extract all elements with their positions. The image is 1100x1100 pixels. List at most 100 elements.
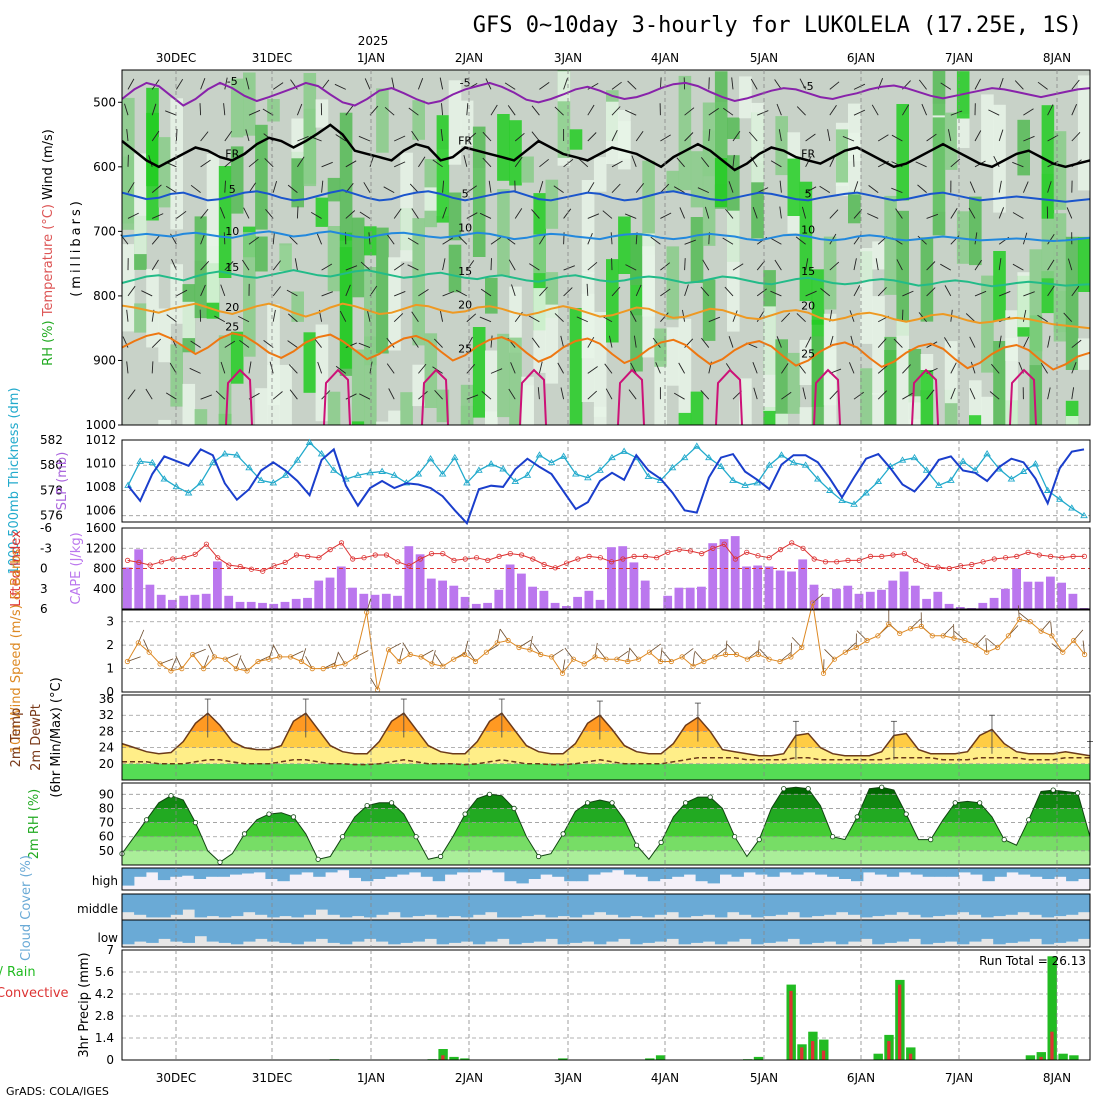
rh-cell (642, 160, 655, 255)
wind-barb (756, 288, 768, 297)
contour-hot (323, 368, 351, 426)
wind-barb (891, 187, 903, 194)
wind-barb (248, 182, 257, 193)
wind-barb (1012, 161, 1024, 168)
li-marker (518, 552, 525, 558)
cloud-bar (811, 920, 825, 943)
rh-cell (993, 341, 1006, 425)
wind-barb (294, 258, 298, 271)
thickness-marker (136, 457, 144, 464)
contour-label: 20 (225, 301, 239, 314)
contour-label: 5 (805, 187, 812, 200)
wind-barb (805, 290, 817, 297)
cape-bar (618, 546, 628, 609)
cloud-bar (908, 920, 921, 939)
cape-bar (910, 585, 920, 609)
cape-bar (1012, 568, 1021, 609)
wind-barb (432, 366, 443, 374)
rh-cell (727, 210, 740, 332)
li-marker (226, 562, 232, 568)
thickness-marker (1043, 486, 1052, 493)
wind-marker (940, 633, 946, 639)
wind-barb (411, 130, 419, 142)
thickness-marker (680, 453, 689, 461)
contour-label: 10 (801, 224, 815, 237)
cloud-bar (1006, 868, 1019, 873)
cloud-bar (910, 868, 924, 875)
rh-cell (606, 259, 619, 343)
contour-label: 10 (225, 225, 239, 238)
wind-marker (211, 654, 217, 660)
cloud-bar (480, 868, 493, 871)
cape-bar (235, 601, 245, 609)
li-tick: 6 (40, 602, 48, 616)
cloud-bar (339, 920, 353, 945)
wind-barb (288, 313, 298, 323)
li-marker (755, 553, 761, 559)
cloud-bar (920, 920, 934, 945)
wind-barb (902, 290, 914, 297)
precip-conv-bar (898, 984, 902, 1060)
temp-tick: 32 (99, 708, 114, 722)
wind-barb (393, 208, 402, 219)
wind-barb (628, 389, 637, 400)
wind-barb (625, 109, 637, 116)
slp-tick: 1010 (85, 456, 116, 470)
contour-hot (715, 368, 743, 426)
wind-barb (511, 284, 516, 297)
temp-band (122, 763, 1090, 780)
rh-cell (678, 75, 692, 191)
date-label: 7JAN (945, 1071, 973, 1085)
cloud-bar (373, 868, 386, 879)
wind-barb (359, 211, 371, 219)
cloud-bar (934, 868, 947, 877)
rh-cell (702, 279, 716, 341)
contour-5 (121, 189, 1091, 203)
li-tick: 3 (40, 582, 48, 596)
cloud-bar (860, 920, 873, 939)
rh2m-frame (121, 782, 1091, 866)
wind-barb (563, 208, 572, 219)
wind-barb (490, 104, 498, 116)
wind-barb (310, 212, 322, 219)
thickness-marker (378, 467, 386, 474)
precip-conv-label: Convective (0, 986, 69, 1001)
thickness-marker (729, 476, 737, 483)
wind-barb (624, 213, 637, 219)
rh-cell (1005, 337, 1018, 361)
cloud-bar (364, 894, 377, 918)
li-marker (924, 563, 930, 569)
cloud-bar (1029, 920, 1042, 939)
wind-marker (505, 637, 511, 644)
thickness-tick: 580 (40, 458, 63, 472)
cloud-bar (279, 920, 292, 943)
wind-barb (479, 212, 492, 219)
cloud-bar (279, 894, 292, 917)
thickness-marker (644, 472, 653, 480)
wind-barb (752, 362, 758, 374)
precip-total-bar (1069, 1055, 1079, 1060)
wind-barb (684, 132, 694, 142)
cloud-bar (874, 868, 888, 875)
cloud-bar (702, 894, 716, 915)
wind-marker (559, 670, 566, 676)
wind-barb (245, 77, 250, 90)
wind-barb (774, 79, 782, 90)
wind-barb (1022, 181, 1029, 193)
cloud-bar (1078, 868, 1091, 879)
wind-marker (461, 651, 468, 658)
li-marker (834, 559, 840, 565)
wind-barb (1037, 314, 1048, 323)
rh-cell (388, 257, 401, 316)
li-marker (901, 550, 907, 557)
wind-barb (732, 310, 738, 322)
cloud-bar (436, 894, 450, 918)
cloud-bar (1030, 868, 1043, 877)
cloud-bar (956, 920, 970, 945)
wind-barb (127, 389, 136, 400)
wind-barb (531, 209, 540, 219)
wind-barb (802, 387, 807, 400)
wind-barb (756, 311, 764, 322)
ylabel-part: Temperature (°C) (41, 200, 56, 317)
wind-marker (244, 668, 250, 674)
